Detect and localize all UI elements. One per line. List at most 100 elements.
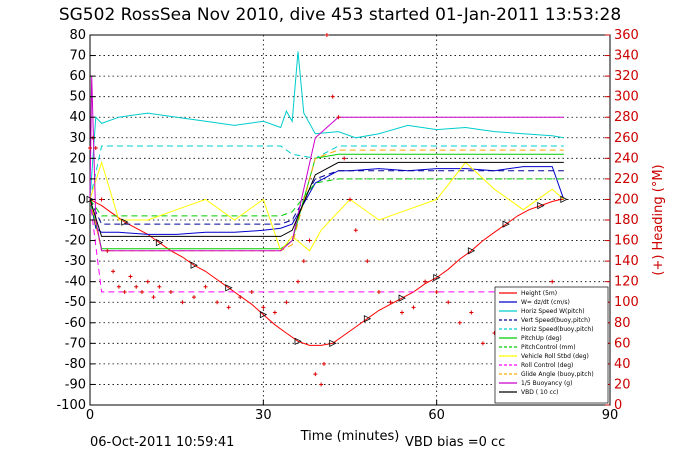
heading-point	[157, 284, 162, 289]
height-marker	[537, 201, 545, 210]
heading-point	[145, 279, 150, 284]
left-tick-label: -50	[65, 295, 86, 310]
heading-point	[330, 94, 335, 99]
footer-timestamp: 06-Oct-2011 10:59:41	[90, 435, 234, 450]
height-marker	[329, 339, 337, 347]
legend-label-7: Vehicle Roll Stbd (deg)	[521, 353, 589, 360]
heading-point	[192, 295, 196, 300]
heading-point	[93, 146, 98, 151]
right-tick-label: 40	[614, 357, 631, 372]
left-axis-ticks: 80 70 60 50 40 30 20 10 0 -10 -20 -30 -40 -50 -60 -70 -8…	[56, 28, 95, 413]
heading-point	[307, 238, 312, 243]
height-marker	[259, 310, 268, 319]
legend-label-0: Height (5m)	[521, 290, 557, 297]
left-tick-label: -30	[65, 254, 86, 269]
right-tick-label: 120	[614, 275, 639, 290]
heading-point	[324, 33, 329, 37]
heading-point	[434, 289, 439, 294]
legend-label-11: VBD ( 10 cc)	[521, 389, 558, 396]
heading-point	[457, 320, 462, 325]
series-line-7	[89, 160, 565, 252]
heading-point	[116, 284, 121, 289]
left-tick-label: -60	[65, 316, 86, 331]
height-marker	[502, 220, 510, 228]
left-tick-label: 30	[69, 131, 86, 146]
heading-point	[140, 289, 144, 294]
legend-label-6: PitchControl (mm)	[521, 344, 576, 351]
series-line-2	[89, 51, 564, 200]
right-tick-label: 360	[614, 28, 639, 43]
right-tick-label: 20	[614, 377, 631, 392]
heading-point	[336, 115, 341, 120]
left-tick-label: -100	[56, 398, 86, 413]
legend-label-5: PitchUp (deg)	[521, 335, 562, 342]
right-tick-label: 0	[614, 398, 622, 413]
right-axis-ticks: 3603403203002802602402202001801601401201…	[605, 28, 639, 413]
left-tick-label: -10	[65, 213, 86, 228]
left-tick-label: 80	[69, 28, 86, 43]
heading-point	[249, 289, 254, 294]
left-tick-label: -80	[65, 357, 86, 372]
right-tick-label: 260	[614, 131, 639, 146]
heading-point	[353, 228, 358, 233]
heading-point	[122, 289, 127, 294]
height-marker	[190, 261, 198, 269]
series-line-4	[89, 145, 564, 200]
series-line-8	[89, 199, 564, 293]
heading-point	[376, 289, 381, 294]
series-line-11	[89, 161, 564, 237]
right-tick-label: 180	[614, 213, 639, 228]
heading-point	[296, 279, 300, 284]
legend-label-2: Horiz Speed W(pitch)	[521, 308, 585, 315]
heading-point	[423, 279, 428, 284]
right-tick-label: 320	[614, 69, 639, 84]
height-marker	[86, 195, 94, 204]
left-tick-label: 0	[78, 192, 86, 207]
heading-point	[365, 259, 370, 264]
heading-point	[261, 305, 266, 310]
right-tick-label: 100	[614, 295, 639, 310]
legend-label-1: W= dz/dt (cm/s)	[521, 299, 570, 306]
height-marker	[225, 284, 233, 292]
right-tick-label: 240	[614, 151, 639, 166]
legend-label-4: Horiz Speed(buoy,pitch)	[521, 326, 594, 333]
left-tick-label: -90	[65, 377, 86, 392]
height-marker	[467, 247, 476, 255]
x-tick-label: 30	[255, 408, 272, 423]
left-tick-label: 60	[69, 69, 86, 84]
left-tick-label: -40	[65, 275, 86, 290]
series-line-10	[89, 76, 564, 252]
x-axis-ticks: 0 30 60 90	[86, 400, 618, 423]
heading-point	[348, 197, 352, 202]
height-marker-layer	[86, 195, 568, 347]
legend-box	[494, 286, 609, 404]
height-marker	[155, 238, 164, 247]
heading-point	[238, 295, 243, 300]
height-marker	[433, 273, 441, 282]
heading-point	[550, 279, 555, 284]
right-tick-label: 160	[614, 234, 639, 249]
heading-point	[480, 341, 485, 346]
heading-point	[322, 361, 326, 366]
heading-point	[301, 259, 306, 264]
heading-point	[88, 146, 92, 151]
heading-point	[313, 372, 318, 377]
heading-point	[203, 284, 208, 289]
height-marker	[560, 195, 568, 204]
heading-point	[400, 310, 404, 315]
right-tick-label: 220	[614, 172, 639, 187]
x-axis-label: Time (minutes)	[300, 429, 400, 444]
height-marker	[363, 315, 372, 323]
legend-label-10: 1/5 Buoyancy (g)	[521, 380, 572, 387]
heading-point	[319, 382, 324, 387]
left-tick-label: 50	[69, 90, 86, 105]
plot-area: 80706050403020100-10-20-30-40-50-60-70-8…	[56, 28, 638, 423]
legend-label-8: Roll Control (deg)	[521, 362, 573, 369]
heading-point	[272, 310, 277, 315]
heading-point	[151, 295, 156, 300]
heading-point	[284, 300, 289, 305]
heading-point	[111, 269, 116, 274]
x-tick-label: 60	[428, 408, 445, 423]
right-axis-label: (+) Heading (°M)	[651, 164, 666, 275]
left-tick-label: 20	[69, 151, 86, 166]
